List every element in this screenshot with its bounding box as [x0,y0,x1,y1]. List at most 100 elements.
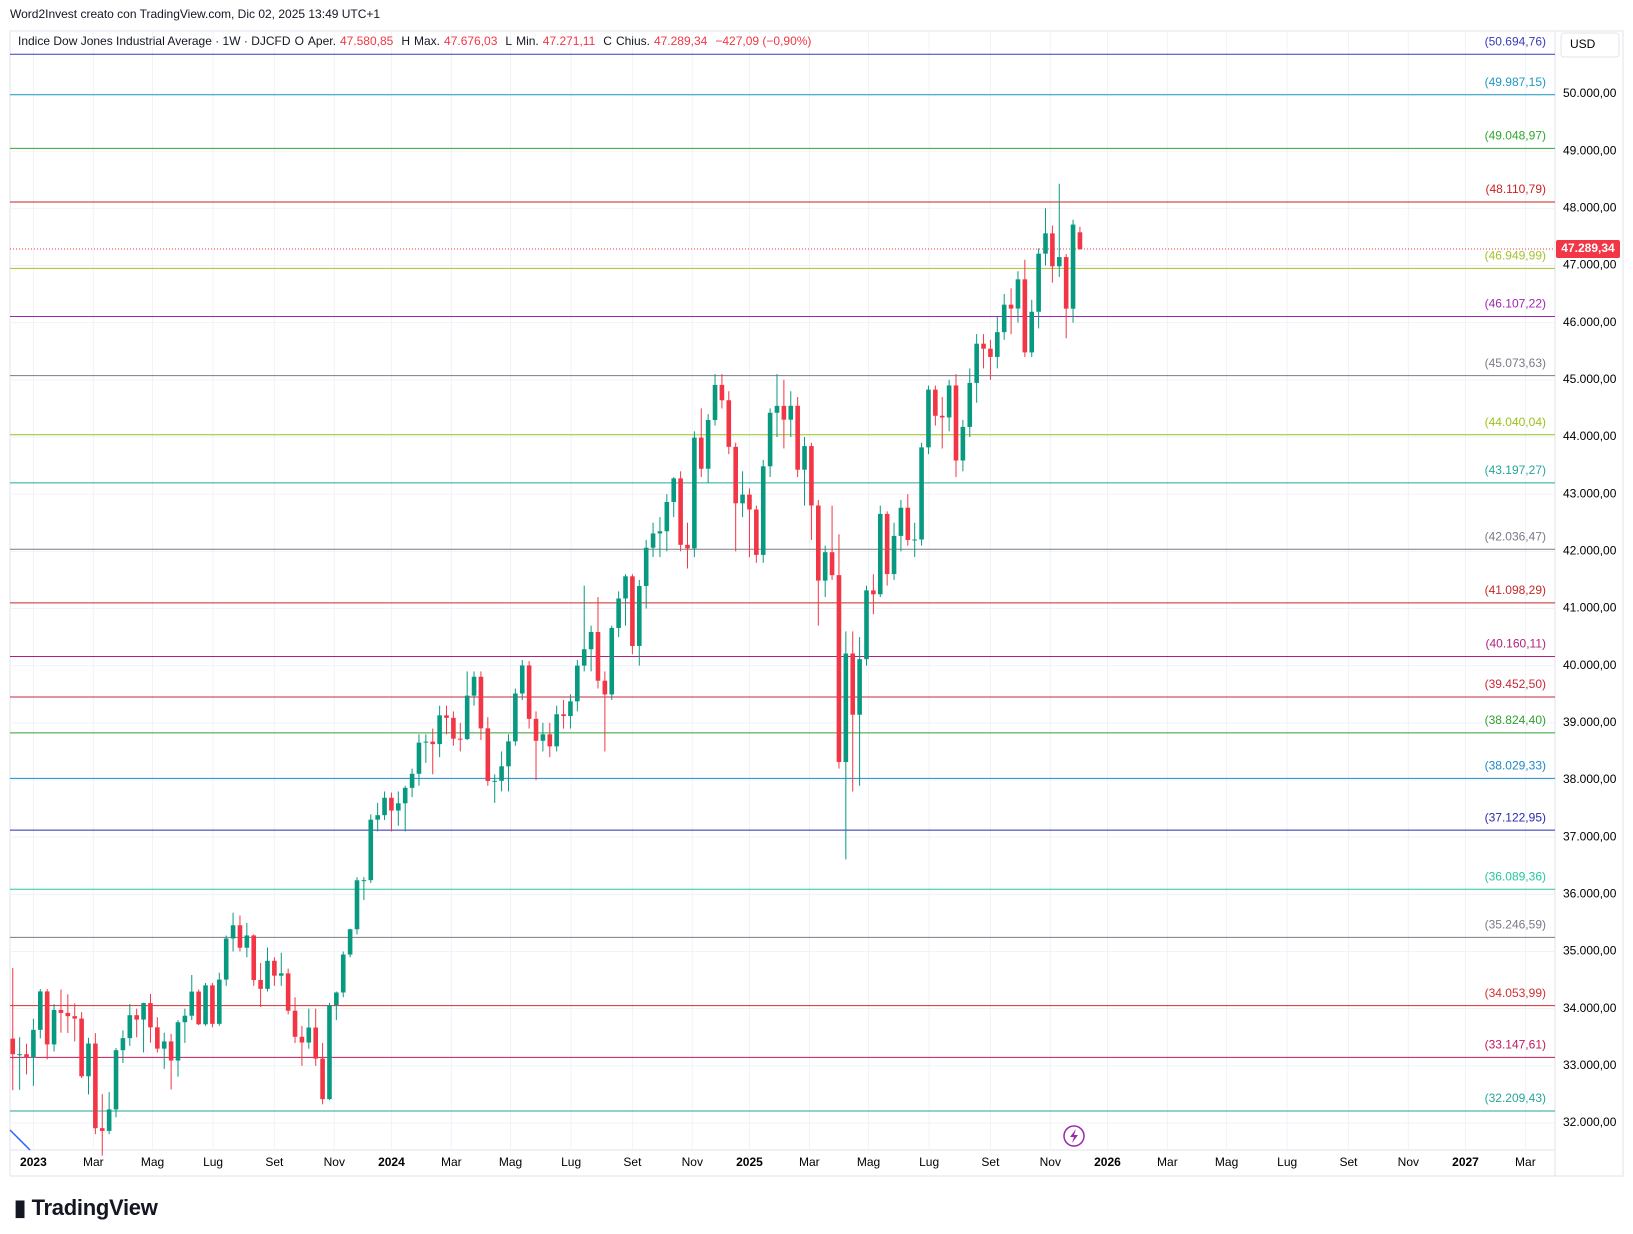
val: 47.580,85 [339,34,394,48]
candle-body [554,714,559,747]
candle-body [120,1038,126,1051]
legend-text: O [294,34,304,48]
y-tick-label: 34.000,00 [1563,1001,1617,1015]
x-tick-label: 2024 [378,1155,405,1169]
level-label: (38.029,33) [1485,759,1546,773]
currency-box[interactable] [1560,32,1620,58]
candle-body [237,925,243,948]
candle-body [17,1054,22,1056]
candle-body [24,1054,29,1058]
candle-body [58,1009,64,1013]
candle-body [595,632,601,681]
x-tick-label: Nov [1398,1155,1419,1169]
candle-body [175,1022,181,1061]
x-tick-label: Lug [203,1155,223,1169]
currency[interactable]: USD [1570,37,1596,51]
y-tick-label: 42.000,00 [1563,544,1617,558]
candle-body [485,728,491,781]
val: 47.289,34 [653,34,708,48]
level-label: (33.147,61) [1485,1038,1546,1052]
candle-body [540,734,546,741]
candle-body [705,420,711,469]
candle-body [588,632,594,650]
y-tick-label: 43.000,00 [1563,486,1617,500]
candle-body [423,741,429,743]
candle-body [671,478,677,502]
candle-body [113,1050,119,1110]
candle-body [478,676,484,729]
x-tick-label: Set [265,1155,284,1169]
candle-body [774,405,780,413]
candle-body [1022,279,1028,353]
candle-body [981,343,986,349]
candle-body [657,531,663,534]
x-tick-label: Mar [83,1155,104,1169]
candle-body [161,1041,167,1049]
candle-body [223,938,229,980]
legend-text: Chius. [615,34,650,48]
candle-body [685,544,690,549]
candle-body [602,680,608,695]
candle-body [334,992,339,1006]
y-tick-label: 50.000,00 [1563,86,1617,100]
y-tick-label: 32.000,00 [1563,1115,1617,1129]
candle-body [1070,224,1076,309]
candle-body [134,1015,139,1020]
level-label: (32.209,43) [1485,1091,1546,1105]
candle-body [733,446,738,504]
candle-body [877,513,883,595]
event-icon[interactable] [1063,1125,1085,1147]
candle-body [822,552,828,581]
candle-body [451,717,456,739]
candle-body [409,773,415,788]
y-tick-label: 33.000,00 [1563,1058,1617,1072]
candle-body [93,1043,98,1129]
candle-body [616,598,621,628]
x-tick-label: Mag [499,1155,522,1169]
candle-body [864,590,869,660]
candle-body [437,715,442,745]
candle-body [939,415,945,418]
x-tick-label: Mar [441,1155,462,1169]
candle-body [244,935,250,948]
event-icon[interactable] [1070,1129,1078,1143]
y-tick-label: 36.000,00 [1563,887,1617,901]
level-label: (35.246,59) [1485,918,1546,932]
candle-body [471,676,477,696]
legend-text: Aper. [307,34,336,48]
candle-body [155,1027,160,1049]
y-tick-label: 49.000,00 [1563,143,1617,157]
drawing [9,1129,31,1151]
candle-body [285,973,291,1011]
candle-body [581,649,587,666]
last-price-tag [1556,239,1620,258]
level-label: (46.949,99) [1485,249,1546,263]
candle-body [1063,257,1069,309]
level-label: (49.048,97) [1485,129,1546,143]
candle-body [430,741,436,745]
candle-body [988,348,993,357]
legend-text: C [603,34,612,48]
candle-body [1001,304,1007,333]
x-tick-label: Set [981,1155,1000,1169]
candle-body [829,552,835,576]
candle-body [1015,279,1021,309]
candle-body [809,446,814,506]
val: −427,09 (−0,90%) [715,34,812,48]
candle-body [726,400,732,447]
candle-body [802,446,807,470]
x-tick-label: Lug [1277,1155,1297,1169]
candle-body [919,447,924,540]
y-tick-label: 41.000,00 [1563,601,1617,615]
candle-body [795,405,800,470]
candle-body [850,653,856,715]
candle-body [299,1036,305,1043]
candle-body [189,991,195,1016]
candle-body [217,979,222,1024]
x-tick-label: Mag [1215,1155,1238,1169]
candle-body [382,797,387,816]
val: 47.676,03 [444,34,498,48]
candle-body [106,1109,112,1131]
candle-body [967,382,973,427]
y-tick-label: 47.000,00 [1563,258,1617,272]
